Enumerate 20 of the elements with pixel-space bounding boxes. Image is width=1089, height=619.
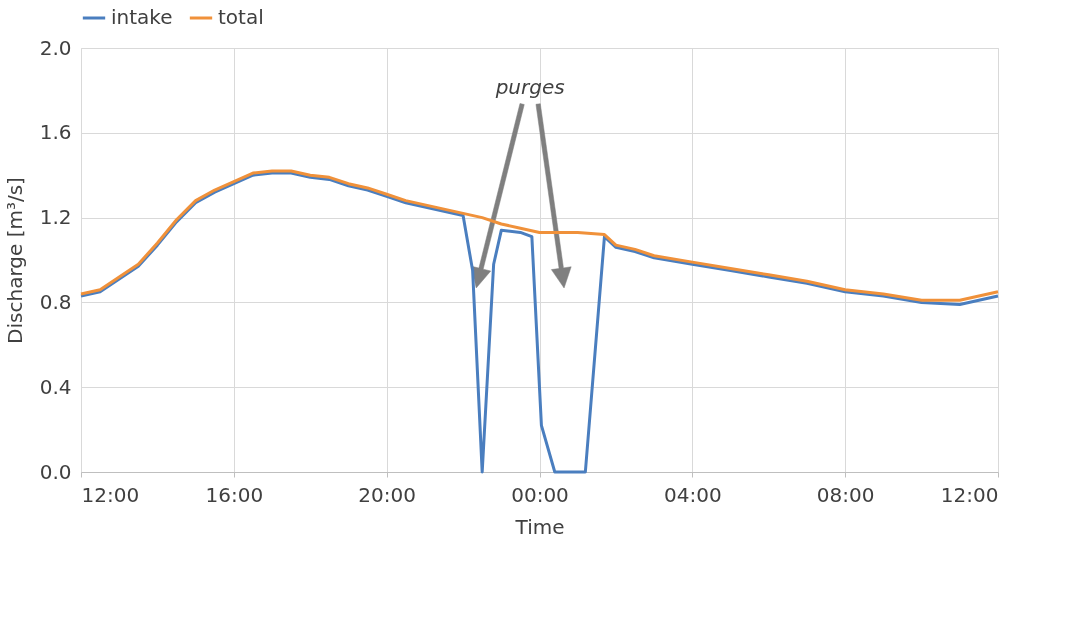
legend-label: intake [111,5,173,29]
x-tick-label: 20:00 [358,482,416,507]
y-tick-label: 1.6 [39,120,72,145]
y-tick-label: 0.0 [39,459,72,484]
x-tick-label: 12:00 [81,482,140,507]
line-series [79,169,1000,302]
y-tick-label: 1.2 [39,205,72,230]
x-tick-label: 00:00 [511,482,569,507]
y-tick-label: 0.4 [39,374,72,399]
line-series [79,171,1000,474]
x-axis-title: Time [514,514,565,539]
annotation: purges [494,75,565,99]
x-tick-label: 04:00 [664,482,722,507]
legend-label: total [218,5,264,29]
y-tick-label: 2.0 [39,35,72,60]
x-tick-label: 08:00 [816,482,875,507]
y-axis-title: Discharge [m³/s] [2,177,27,344]
x-tick-label: 16:00 [205,482,264,507]
x-tick-label: 12:00 [940,482,999,507]
y-tick-label: 0.8 [39,289,72,314]
